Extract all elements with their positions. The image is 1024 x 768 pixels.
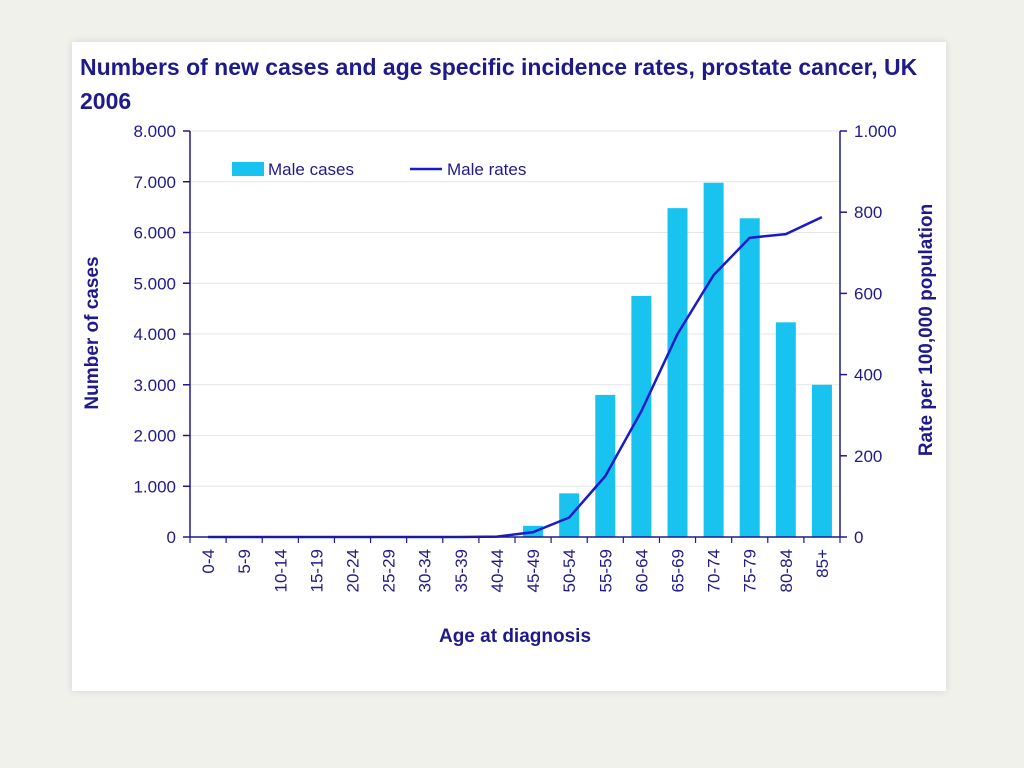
bar-75-79	[739, 218, 760, 538]
x-tick-label: 40-44	[488, 549, 507, 592]
x-tick-label: 5-9	[235, 549, 254, 574]
x-tick-label: 25-29	[380, 549, 399, 592]
left-tick-label: 8.000	[133, 122, 176, 141]
x-tick-label: 60-64	[632, 549, 651, 592]
legend-label-male-cases: Male cases	[268, 160, 354, 179]
left-tick-label: 0	[167, 528, 176, 547]
x-tick-label: 65-69	[669, 549, 688, 592]
left-tick-label: 7.000	[133, 173, 176, 192]
bar-60-64	[631, 295, 652, 537]
left-tick-label: 5.000	[133, 274, 176, 293]
left-tick-label: 1.000	[133, 477, 176, 496]
x-tick-labels: 0-4 5-9 10-14 15-19 20-24 25-29 30-34 35-39 40-4…	[199, 549, 832, 593]
x-tick-label: 70-74	[705, 549, 724, 592]
x-axis-title: Age at diagnosis	[439, 626, 591, 647]
right-tick-label: 600	[854, 284, 882, 303]
x-tick-label: 85+	[813, 549, 832, 578]
right-tick-label: 1.000	[854, 122, 897, 141]
x-tick-label: 80-84	[777, 549, 796, 592]
right-tick-labels: 0 200 400 600 800 1.000	[854, 122, 897, 547]
x-tick-label: 0-4	[199, 549, 218, 574]
x-tick-label: 75-79	[741, 549, 760, 592]
right-axis-title: Rate per 100,000 population	[916, 204, 937, 456]
chart-card	[72, 42, 946, 691]
bar-80-84	[775, 322, 796, 537]
series-line-male-rates	[208, 215, 823, 539]
left-tick-label: 2.000	[133, 427, 176, 446]
bar-55-59	[595, 394, 616, 537]
right-tick-label: 200	[854, 447, 882, 466]
left-tick-label: 3.000	[133, 376, 176, 395]
left-axis-title: Number of cases	[82, 256, 103, 409]
legend-swatch-male-cases	[232, 162, 264, 176]
left-tick-label: 4.000	[133, 325, 176, 344]
left-tick-labels: 0 1.000 2.000 3.000 4.000 5.000 6.000 7.000 8.00…	[133, 122, 176, 547]
right-tick-label: 0	[854, 528, 863, 547]
x-tick-label: 50-54	[560, 549, 579, 592]
x-tick-label: 15-19	[307, 549, 326, 592]
left-tick-label: 6.000	[133, 224, 176, 243]
axes	[183, 130, 847, 543]
gridlines	[190, 130, 840, 487]
legend: Male cases Male rates	[232, 160, 526, 179]
bar-65-69	[667, 208, 688, 537]
chart-title: Numbers of new cases and age specific in…	[80, 54, 918, 114]
bar-50-54	[559, 493, 580, 537]
x-tick-label: 35-39	[452, 549, 471, 592]
x-tick-label: 10-14	[271, 549, 290, 592]
bar-70-74	[703, 182, 724, 537]
x-tick-label: 55-59	[596, 549, 615, 592]
x-tick-label: 45-49	[524, 549, 543, 592]
legend-label-male-rates: Male rates	[447, 160, 526, 179]
right-tick-label: 400	[854, 366, 882, 385]
right-tick-label: 800	[854, 203, 882, 222]
x-tick-label: 30-34	[416, 549, 435, 592]
bars-group	[486, 182, 832, 538]
x-tick-label: 20-24	[344, 549, 363, 592]
bar-85+	[811, 384, 832, 537]
